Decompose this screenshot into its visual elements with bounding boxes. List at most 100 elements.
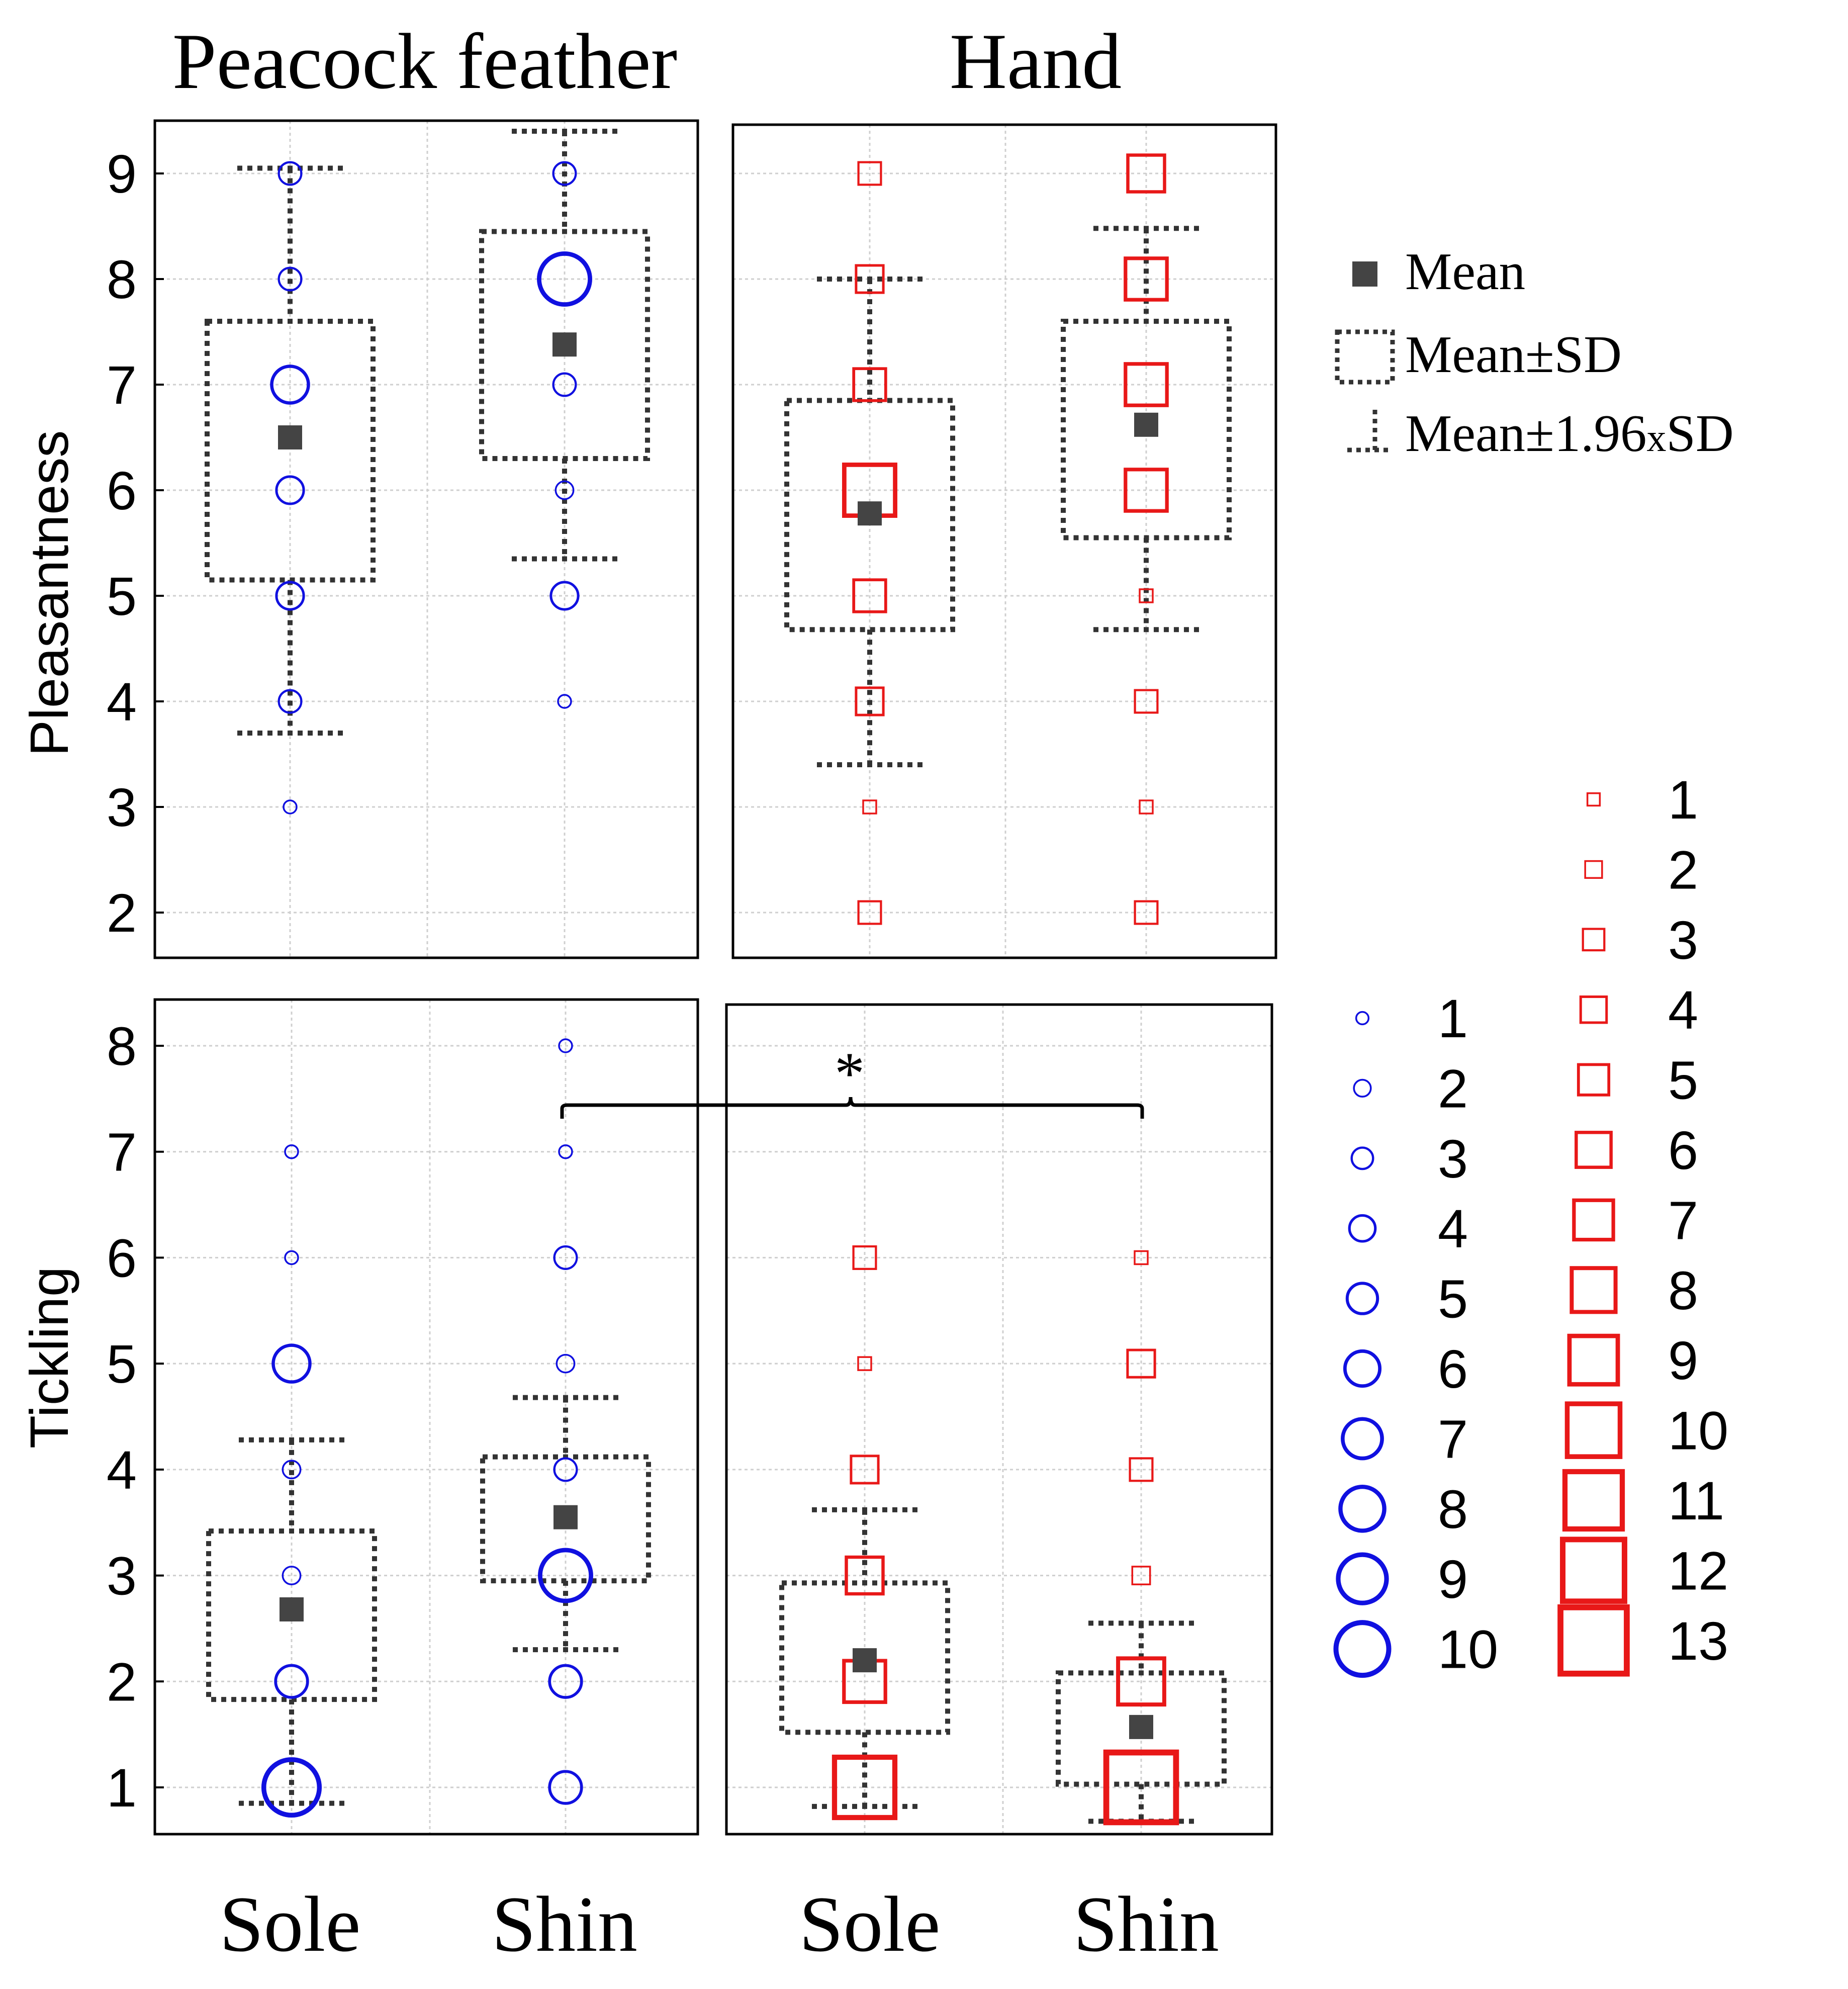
data-point	[548, 1664, 583, 1699]
legend-hand-marker	[1577, 1063, 1611, 1097]
legend-feather-marker	[1343, 1349, 1382, 1388]
data-point	[275, 581, 305, 611]
legend-hand-marker	[1575, 1131, 1613, 1169]
legend-feather-count: 2	[1438, 1058, 1468, 1119]
legend-hand-count: 2	[1668, 839, 1698, 900]
ytick-label: 8	[107, 1016, 137, 1076]
sd-box	[1056, 1670, 1227, 1787]
legend-ci-x: x	[1646, 416, 1666, 460]
legend-hand-marker	[1567, 1333, 1620, 1387]
legend-feather-marker	[1355, 1011, 1370, 1026]
legend-hand-marker	[1584, 860, 1603, 879]
data-point	[558, 1038, 573, 1053]
legend-feather-marker	[1350, 1146, 1374, 1170]
ytick-label: 5	[107, 566, 137, 626]
legend-sd-label: Mean±SD	[1405, 325, 1622, 384]
ytick-label: 3	[107, 777, 137, 838]
ytick-label: 7	[107, 1122, 137, 1183]
legend-hand-count: 9	[1668, 1330, 1698, 1391]
legend-feather-count: 10	[1438, 1619, 1498, 1680]
data-point	[855, 264, 885, 294]
title-hand: Hand	[950, 18, 1122, 106]
legend-hand-count: 5	[1668, 1050, 1698, 1111]
ytick-label: 2	[107, 1651, 137, 1712]
data-point	[850, 1455, 880, 1485]
legend-hand-marker	[1564, 1401, 1623, 1459]
data-point	[1124, 468, 1169, 513]
data-point	[1139, 588, 1154, 603]
legend-feather-count: 8	[1438, 1479, 1468, 1540]
group-shin	[480, 1038, 651, 1805]
legend-feather-marker	[1348, 1214, 1377, 1243]
legend-ci-prefix: Mean±1.96	[1405, 404, 1646, 463]
data-point	[271, 1343, 312, 1384]
legend-feather-marker	[1336, 1552, 1389, 1605]
legend-mean-marker	[1352, 261, 1377, 287]
ytick-label: 6	[107, 1227, 137, 1288]
ytick-label: 6	[107, 460, 137, 521]
mean-marker	[853, 1648, 877, 1673]
data-point	[553, 1245, 578, 1270]
group-sole	[784, 161, 955, 925]
legend-hand-count: 13	[1668, 1610, 1728, 1671]
data-point	[278, 266, 303, 292]
legend-mean-label: Mean	[1405, 242, 1525, 301]
data-point	[1129, 1457, 1154, 1482]
legend-hand-marker	[1569, 1266, 1618, 1314]
data-point	[548, 1770, 583, 1805]
group-sole	[205, 161, 376, 815]
panel-frame	[153, 998, 699, 1836]
legend-feather-marker	[1345, 1282, 1379, 1315]
xlabel-feather-sole: Sole	[220, 1880, 361, 1968]
ytick-label: 2	[107, 882, 137, 943]
legend-feather-count: 1	[1438, 988, 1468, 1049]
legend-feather-count: 7	[1438, 1408, 1468, 1469]
data-point	[831, 1754, 898, 1821]
legend-feather-count: 5	[1438, 1269, 1468, 1329]
data-point	[1116, 1656, 1166, 1707]
ytick-label: 3	[107, 1546, 137, 1606]
data-point	[552, 372, 577, 397]
ytick-label: 9	[107, 143, 137, 204]
group-sole	[779, 1245, 950, 1821]
panels: 2 3 4 5 6 7 8 9 1 2 3 4 5 6 7 8	[107, 119, 1277, 1836]
data-point	[552, 161, 577, 186]
legend-feather-marker	[1353, 1078, 1372, 1098]
mean-marker	[858, 501, 882, 526]
ytick-label: 4	[107, 1439, 137, 1500]
data-point	[270, 365, 310, 405]
data-point	[852, 578, 887, 613]
legend-hand-count: 11	[1668, 1470, 1724, 1531]
ytick-label: 4	[107, 671, 137, 732]
data-point	[555, 480, 575, 500]
legend-hand-count: 1	[1668, 769, 1698, 830]
panel-pleasantness-hand	[731, 123, 1277, 959]
data-point	[852, 367, 887, 402]
data-point	[1134, 1250, 1149, 1265]
data-point	[845, 1555, 885, 1596]
legend-feather-marker	[1333, 1620, 1392, 1678]
ytick-label: 1	[107, 1757, 137, 1818]
data-point	[1124, 362, 1169, 407]
data-point	[274, 1664, 309, 1699]
panel-tickling-hand	[725, 1003, 1273, 1836]
data-point	[862, 799, 877, 815]
panel-tickling-feather: 1 2 3 4 5 6 7 8	[107, 998, 699, 1836]
ylabel-pleasantness: Pleasantness	[19, 430, 79, 756]
data-point	[1134, 900, 1159, 925]
title-peacock-feather: Peacock feather	[172, 18, 677, 106]
data-point	[537, 251, 592, 307]
legend-hand-marker	[1582, 928, 1606, 952]
legend-feather-count: 6	[1438, 1338, 1468, 1399]
significance-bracket	[560, 1097, 1144, 1119]
data-point	[282, 1460, 302, 1480]
legend-hand-count: 12	[1668, 1540, 1728, 1601]
mean-marker	[552, 332, 577, 357]
data-point	[284, 1250, 299, 1265]
data-point	[1124, 256, 1169, 302]
data-point	[1103, 1749, 1179, 1826]
legend-feather-marker	[1341, 1417, 1384, 1461]
data-point	[284, 1144, 299, 1159]
ytick-label: 7	[107, 354, 137, 415]
